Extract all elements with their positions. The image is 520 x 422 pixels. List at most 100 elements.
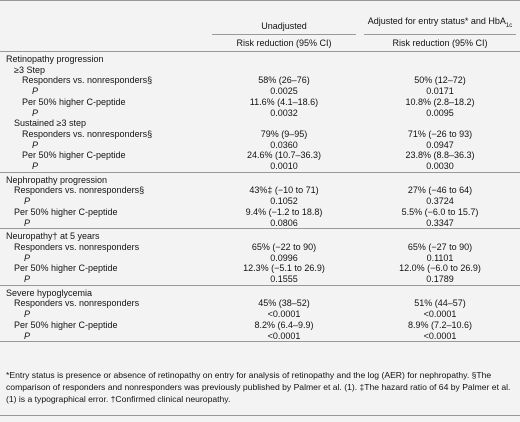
row: Responders vs. nonresponders§ 79% (9–95) 7… <box>0 129 520 140</box>
row: Per 50% higher C-peptide 12.3% (−5.1 to 2… <box>0 263 520 274</box>
cell-value: 79% (9–95) <box>260 128 308 139</box>
cell-value: <0.0001 <box>267 309 301 320</box>
cell-value: <0.0001 <box>423 330 457 341</box>
row-label: Per 50% higher C-peptide <box>22 150 126 161</box>
row-label: Responders vs. nonresponders <box>14 241 140 252</box>
cell <box>0 1 208 35</box>
cell <box>208 65 360 76</box>
row: ≥3 Step <box>0 65 520 76</box>
row-label: P <box>24 274 31 285</box>
cell: Adjusted for entry status* and HbA1c <box>360 1 520 35</box>
row-label: Per 50% higher C-peptide <box>14 206 118 217</box>
cell-value: 0.0806 <box>270 217 298 228</box>
row-label: P <box>24 252 31 263</box>
cell-value: 5.5% (−6.0 to 15.7) <box>401 206 479 217</box>
cell-value: 9.4% (−1.2 to 18.8) <box>245 206 323 217</box>
cell-value: 0.1555 <box>270 274 298 285</box>
row-label: Nephropathy progression <box>0 171 208 186</box>
row: Severe hypoglycemia <box>0 284 520 299</box>
row-label: Neuropathy† at 5 years <box>0 228 208 242</box>
cell-value: 50% (12–72) <box>414 75 466 86</box>
row: Per 50% higher C-peptide 8.2% (6.4–9.9) 8.… <box>0 320 520 331</box>
subscript: 1c <box>505 23 513 29</box>
col-header: Unadjusted <box>212 20 356 35</box>
cell-value: 65% (−27 to 90) <box>407 241 473 252</box>
row: Sustained ≥3 step <box>0 118 520 129</box>
col-subheader: Risk reduction (95% CI) <box>236 38 332 48</box>
row-label: Responders vs. nonresponders <box>14 298 140 309</box>
row: P <0.0001 <0.0001 <box>0 309 520 320</box>
row-label: Per 50% higher C-peptide <box>14 263 118 274</box>
row-label: P <box>32 86 39 97</box>
row-label: Per 50% higher C-peptide <box>14 319 118 330</box>
cell-value: 0.3724 <box>426 196 454 207</box>
cell <box>208 171 360 186</box>
cell-value: 51% (44–57) <box>414 298 466 309</box>
row: P <0.0001 <0.0001 <box>0 331 520 342</box>
row: P 0.1555 0.1789 <box>0 274 520 285</box>
cell-value: 0.0030 <box>426 161 454 172</box>
row: P 0.0010 0.0030 <box>0 161 520 172</box>
row: P 0.0025 0.0171 <box>0 86 520 97</box>
cell <box>208 50 360 65</box>
col-header-text: Adjusted for entry status* and HbA <box>367 16 506 27</box>
cell-value: 0.1101 <box>426 252 454 263</box>
footnote: *Entry status is presence or absence of … <box>6 370 511 404</box>
col-subheader: Risk reduction (95% CI) <box>392 38 488 48</box>
cell <box>360 65 520 76</box>
cell-value: 65% (−22 to 90) <box>251 241 317 252</box>
row: Responders vs. nonresponders 45% (38–52) 5… <box>0 298 520 309</box>
col-header: Adjusted for entry status* and HbA1c <box>364 15 516 35</box>
cell-value: 0.0171 <box>426 86 454 97</box>
row-label: P <box>32 107 39 118</box>
cell <box>0 35 208 52</box>
rule <box>0 341 520 343</box>
cell-value: 23.8% (8.8–36.3) <box>405 150 475 161</box>
cell-value: 43%‡ (−10 to 71) <box>249 185 319 196</box>
cell-value: 0.0360 <box>270 139 298 150</box>
cell-value: 71% (−26 to 93) <box>407 128 473 139</box>
rule <box>0 415 520 416</box>
row-label: P <box>24 330 31 341</box>
row: Responders vs. nonresponders§ 58% (26–76)… <box>0 75 520 86</box>
row-label: Responders vs. nonresponders§ <box>22 128 153 139</box>
row: P 0.0806 0.3347 <box>0 218 520 229</box>
row: P 0.0032 0.0095 <box>0 108 520 119</box>
cell-value: 0.1789 <box>426 274 454 285</box>
cell-value: 8.2% (6.4–9.9) <box>254 319 314 330</box>
cell: Unadjusted <box>208 1 360 35</box>
row-label: P <box>24 309 31 320</box>
cell <box>360 284 520 299</box>
cell-value: 58% (26–76) <box>258 75 310 86</box>
header-row: Unadjusted Adjusted for entry status* an… <box>0 1 520 35</box>
row: Nephropathy progression <box>0 171 520 186</box>
cell-value: 12.0% (−6.0 to 26.9) <box>399 263 481 274</box>
cell-value: 12.3% (−5.1 to 26.9) <box>243 263 325 274</box>
cell-value: 24.6% (10.7–36.3) <box>246 150 322 161</box>
cell-value: 0.3347 <box>426 217 454 228</box>
cell <box>360 118 520 129</box>
row-label: Sustained ≥3 step <box>14 118 86 129</box>
cell-value: 0.0010 <box>270 161 298 172</box>
row-label: ≥3 Step <box>14 64 45 75</box>
cell-value: <0.0001 <box>423 309 457 320</box>
subheader-row: Risk reduction (95% CI) Risk reduction (… <box>0 35 520 52</box>
row-label: Retinopathy progression <box>0 50 208 65</box>
row: Per 50% higher C-peptide 24.6% (10.7–36.3… <box>0 150 520 161</box>
row-label: Severe hypoglycemia <box>0 284 208 299</box>
table: Unadjusted Adjusted for entry status* an… <box>0 1 520 343</box>
row-label: Per 50% higher C-peptide <box>22 96 126 107</box>
cell <box>360 228 520 242</box>
cell-value: 27% (−46 to 64) <box>407 185 473 196</box>
cell-value: 0.0947 <box>426 139 454 150</box>
cell-value: 45% (38–52) <box>258 298 310 309</box>
cell <box>360 171 520 186</box>
row: P 0.0360 0.0947 <box>0 140 520 151</box>
row: Responders vs. nonresponders 65% (−22 to … <box>0 242 520 253</box>
row-label: P <box>32 139 39 150</box>
row-label: P <box>24 196 31 207</box>
cell <box>360 50 520 65</box>
row: P 0.1052 0.3724 <box>0 196 520 207</box>
cell-value: <0.0001 <box>267 330 301 341</box>
